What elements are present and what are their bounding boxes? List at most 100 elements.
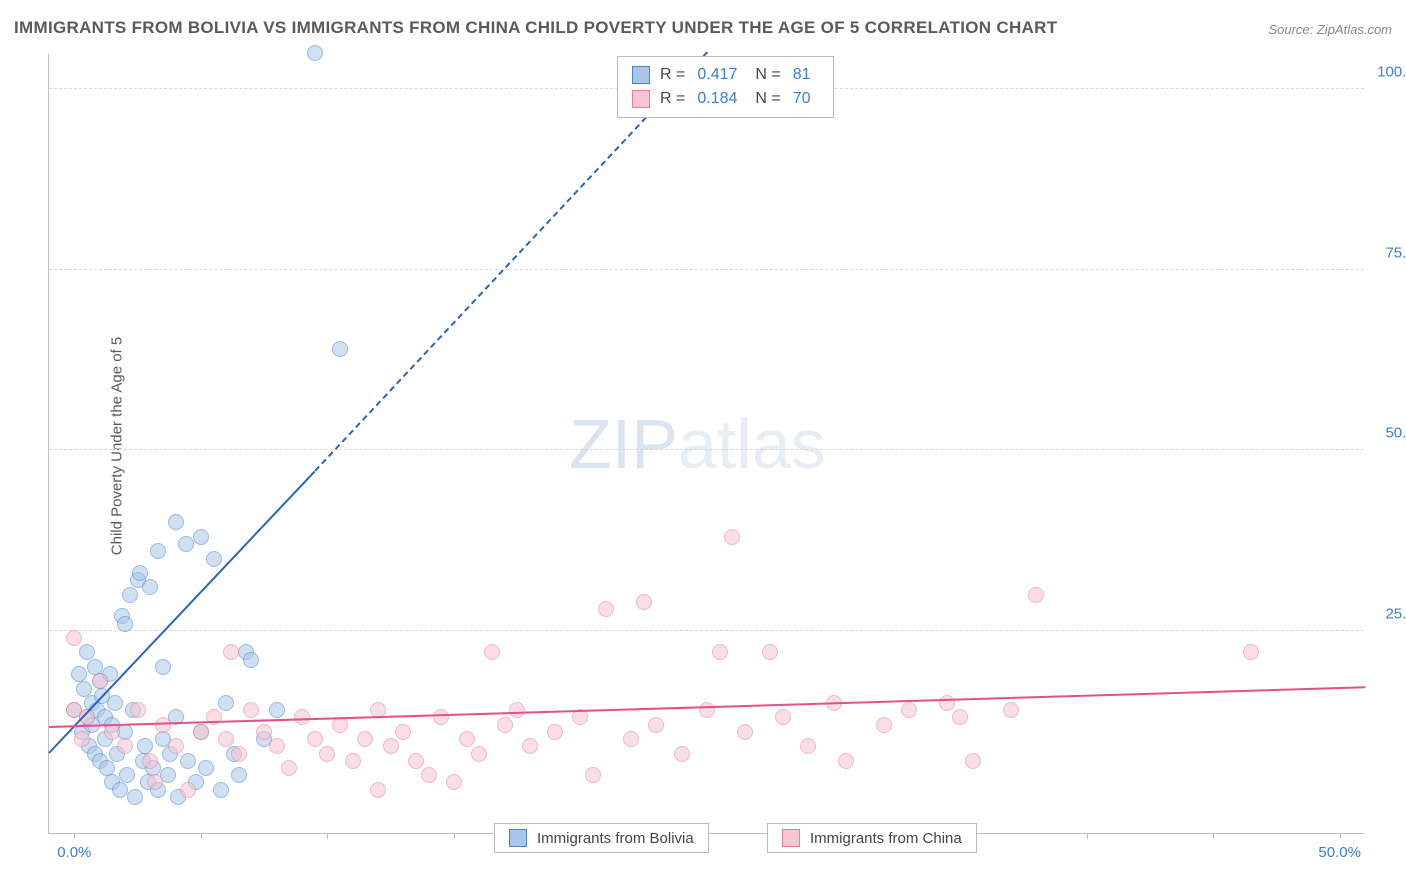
scatter-point-china: [243, 702, 259, 718]
legend-swatch: [632, 90, 650, 108]
gridline: [49, 269, 1364, 270]
scatter-point-bolivia: [117, 616, 133, 632]
scatter-point-china: [712, 644, 728, 660]
stat-r-value: 0.184: [697, 90, 737, 108]
scatter-point-china: [1243, 644, 1259, 660]
scatter-point-china: [901, 702, 917, 718]
scatter-point-bolivia: [122, 587, 138, 603]
scatter-point-china: [636, 594, 652, 610]
scatter-point-china: [1028, 587, 1044, 603]
watermark-bold: ZIP: [569, 405, 678, 483]
stat-n-label: N =: [755, 66, 780, 84]
scatter-point-bolivia: [155, 659, 171, 675]
plot-area: ZIPatlas 25.0%50.0%75.0%100.0%0.0%50.0%R…: [48, 54, 1364, 834]
scatter-point-china: [269, 738, 285, 754]
legend-item: Immigrants from China: [767, 823, 977, 853]
scatter-point-china: [737, 724, 753, 740]
scatter-point-china: [509, 702, 525, 718]
x-tick-label: 0.0%: [57, 844, 91, 861]
scatter-point-china: [256, 724, 272, 740]
scatter-point-china: [218, 731, 234, 747]
scatter-point-china: [370, 782, 386, 798]
stats-box: R =0.417N =81R =0.184N =70: [617, 56, 834, 118]
scatter-point-bolivia: [132, 565, 148, 581]
scatter-point-china: [193, 724, 209, 740]
scatter-point-bolivia: [112, 782, 128, 798]
scatter-point-china: [319, 746, 335, 762]
legend-swatch: [782, 829, 800, 847]
stat-n-value: 70: [793, 90, 811, 108]
scatter-point-china: [66, 630, 82, 646]
x-tick: [327, 833, 328, 839]
y-tick-label: 25.0%: [1368, 605, 1406, 622]
scatter-point-china: [623, 731, 639, 747]
scatter-point-china: [307, 731, 323, 747]
stat-r-label: R =: [660, 66, 685, 84]
scatter-point-china: [92, 673, 108, 689]
stat-r-label: R =: [660, 90, 685, 108]
gridline: [49, 630, 1364, 631]
scatter-point-china: [180, 782, 196, 798]
source-label: Source: ZipAtlas.com: [1268, 22, 1392, 37]
scatter-point-china: [383, 738, 399, 754]
scatter-point-china: [838, 753, 854, 769]
scatter-point-bolivia: [307, 45, 323, 61]
stat-n-label: N =: [755, 90, 780, 108]
y-tick-label: 50.0%: [1368, 425, 1406, 442]
y-tick-label: 100.0%: [1368, 64, 1406, 81]
scatter-point-china: [484, 644, 500, 660]
scatter-point-china: [497, 717, 513, 733]
scatter-point-china: [223, 644, 239, 660]
scatter-point-bolivia: [269, 702, 285, 718]
chart-title: IMMIGRANTS FROM BOLIVIA VS IMMIGRANTS FR…: [14, 18, 1057, 38]
x-tick: [1340, 833, 1341, 839]
scatter-point-china: [74, 731, 90, 747]
legend-label: Immigrants from Bolivia: [537, 830, 694, 847]
scatter-point-china: [142, 753, 158, 769]
scatter-point-china: [446, 774, 462, 790]
scatter-point-china: [168, 738, 184, 754]
legend-swatch: [509, 829, 527, 847]
legend-item: Immigrants from Bolivia: [494, 823, 709, 853]
scatter-point-china: [471, 746, 487, 762]
scatter-point-china: [281, 760, 297, 776]
scatter-point-china: [522, 738, 538, 754]
gridline: [49, 449, 1364, 450]
scatter-point-china: [408, 753, 424, 769]
stat-r-value: 0.417: [697, 66, 737, 84]
scatter-point-china: [345, 753, 361, 769]
x-tick: [1213, 833, 1214, 839]
scatter-point-china: [130, 702, 146, 718]
scatter-point-bolivia: [198, 760, 214, 776]
x-tick: [74, 833, 75, 839]
scatter-point-bolivia: [231, 767, 247, 783]
watermark-light: atlas: [678, 405, 826, 483]
x-tick: [1087, 833, 1088, 839]
scatter-point-china: [648, 717, 664, 733]
scatter-point-bolivia: [206, 551, 222, 567]
scatter-point-china: [674, 746, 690, 762]
scatter-point-china: [104, 724, 120, 740]
scatter-point-china: [421, 767, 437, 783]
scatter-point-bolivia: [127, 789, 143, 805]
x-tick: [201, 833, 202, 839]
legend-swatch: [632, 66, 650, 84]
stats-row: R =0.417N =81: [632, 63, 819, 87]
scatter-point-china: [724, 529, 740, 545]
scatter-point-china: [762, 644, 778, 660]
scatter-point-bolivia: [332, 341, 348, 357]
scatter-point-china: [357, 731, 373, 747]
scatter-point-china: [585, 767, 601, 783]
scatter-point-china: [965, 753, 981, 769]
scatter-point-china: [547, 724, 563, 740]
scatter-point-bolivia: [142, 579, 158, 595]
scatter-point-bolivia: [150, 543, 166, 559]
scatter-point-china: [952, 709, 968, 725]
scatter-point-bolivia: [243, 652, 259, 668]
scatter-point-bolivia: [119, 767, 135, 783]
scatter-point-china: [939, 695, 955, 711]
scatter-point-bolivia: [168, 514, 184, 530]
scatter-point-bolivia: [180, 753, 196, 769]
scatter-point-china: [800, 738, 816, 754]
scatter-point-china: [775, 709, 791, 725]
